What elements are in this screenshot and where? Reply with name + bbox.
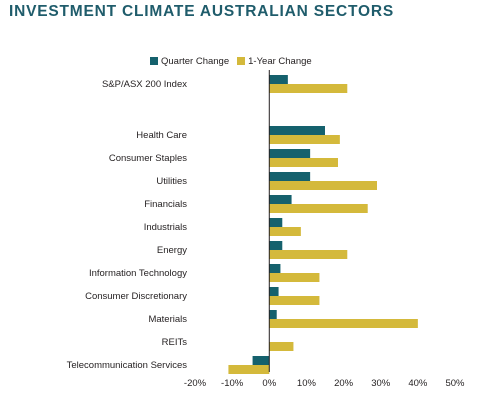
- bar-year: [269, 204, 368, 213]
- category-label: Information Technology: [89, 268, 187, 279]
- category-label: Telecommunication Services: [67, 360, 188, 371]
- x-tick-label: -20%: [184, 378, 207, 389]
- x-tick-label: -10%: [221, 378, 244, 389]
- legend-item-year: 1-Year Change: [237, 56, 312, 67]
- bar-year: [269, 296, 320, 305]
- bar-year: [269, 135, 340, 144]
- category-label: Consumer Staples: [109, 153, 187, 164]
- legend-swatch-year: [237, 57, 246, 65]
- x-tick-label: 50%: [445, 378, 465, 389]
- category-label: Consumer Discretionary: [85, 291, 187, 302]
- bar-quarter: [269, 241, 283, 250]
- category-label: Utilities: [156, 176, 187, 187]
- legend-swatch-quarter: [150, 57, 158, 65]
- x-tick-label: 30%: [371, 378, 391, 389]
- bar-quarter: [269, 126, 325, 135]
- bar-year: [269, 250, 348, 259]
- x-tick-label: 10%: [297, 378, 317, 389]
- bar-quarter: [269, 310, 277, 319]
- bar-year: [228, 365, 270, 374]
- bar-quarter: [269, 287, 279, 296]
- bar-quarter: [269, 172, 311, 181]
- bar-year: [269, 181, 377, 190]
- chart-title: INVESTMENT CLIMATE AUSTRALIAN SECTORS: [9, 3, 394, 20]
- x-tick-label: 20%: [334, 378, 354, 389]
- legend-label-year: 1-Year Change: [248, 55, 312, 67]
- category-label: Energy: [157, 245, 187, 256]
- bar-year: [269, 273, 320, 282]
- bar-quarter: [269, 218, 283, 227]
- bar-quarter: [269, 149, 311, 158]
- bar-quarter: [269, 195, 292, 204]
- bar-year: [269, 342, 294, 351]
- x-tick-label: 0%: [262, 378, 276, 389]
- category-label: Materials: [148, 314, 187, 325]
- bar-year: [269, 158, 338, 167]
- bar-year: [269, 227, 301, 236]
- legend-label-quarter: Quarter Change: [161, 55, 230, 67]
- category-label: REITs: [162, 337, 188, 348]
- legend-item-quarter: Quarter Change: [150, 56, 229, 67]
- category-label: Financials: [144, 199, 187, 210]
- category-label: Health Care: [136, 130, 187, 141]
- category-label: S&P/ASX 200 Index: [102, 79, 187, 90]
- bar-quarter: [252, 356, 270, 365]
- bar-year: [269, 84, 348, 93]
- bar-year: [269, 319, 418, 328]
- bar-quarter: [269, 75, 288, 84]
- bar-quarter: [269, 264, 281, 273]
- legend: Quarter Change 1-Year Change: [150, 55, 320, 67]
- category-label: Industrials: [144, 222, 188, 233]
- x-tick-label: 40%: [408, 378, 428, 389]
